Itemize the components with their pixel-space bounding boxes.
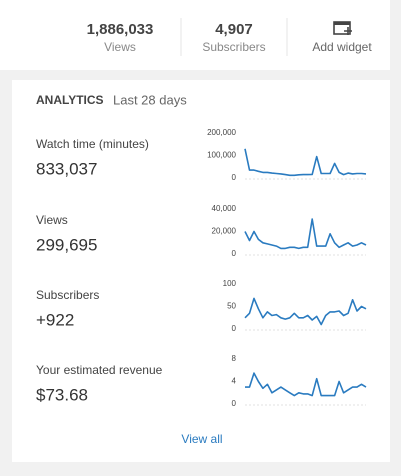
stat-label: Subscribers (202, 40, 265, 54)
y-tick-label: 0 (232, 399, 237, 408)
sparkline (244, 218, 367, 250)
metric-label: Your estimated revenue (36, 363, 163, 377)
add-widget-label[interactable]: Add widget (312, 40, 372, 54)
card-title: ANALYTICS (36, 93, 104, 107)
y-tick-label: 100,000 (207, 151, 236, 160)
metric-value: $73.68 (36, 385, 88, 404)
add-widget-plus (344, 27, 352, 35)
add-widget-icon-bar (334, 22, 350, 25)
y-tick-label: 0 (232, 249, 237, 258)
y-tick-label: 8 (232, 354, 237, 363)
metric-value: 833,037 (36, 159, 97, 178)
metric-value: +922 (36, 310, 74, 329)
y-tick-label: 0 (232, 324, 237, 333)
metric-label: Subscribers (36, 288, 99, 302)
stats-card (0, 0, 390, 70)
y-tick-label: 4 (232, 377, 237, 386)
stat-value: 4,907 (215, 21, 253, 38)
y-tick-label: 200,000 (207, 128, 236, 137)
add-widget-button[interactable]: Add widget (312, 21, 372, 54)
stat-value: 1,886,033 (87, 21, 154, 38)
stat-label: Views (104, 40, 136, 54)
metric-label: Watch time (minutes) (36, 137, 149, 151)
y-tick-label: 100 (223, 279, 237, 288)
sparkline (244, 297, 367, 326)
sparkline (245, 372, 367, 397)
y-tick-label: 20,000 (212, 227, 237, 236)
y-tick-label: 50 (227, 302, 236, 311)
view-all-link[interactable]: View all (181, 432, 222, 446)
card-period: Last 28 days (113, 92, 187, 107)
analytics-card (12, 80, 390, 462)
y-tick-label: 0 (232, 173, 237, 182)
metric-label: Views (36, 213, 68, 227)
metric-value: 299,695 (36, 235, 97, 254)
y-tick-label: 40,000 (212, 204, 237, 213)
sparkline (244, 148, 367, 177)
